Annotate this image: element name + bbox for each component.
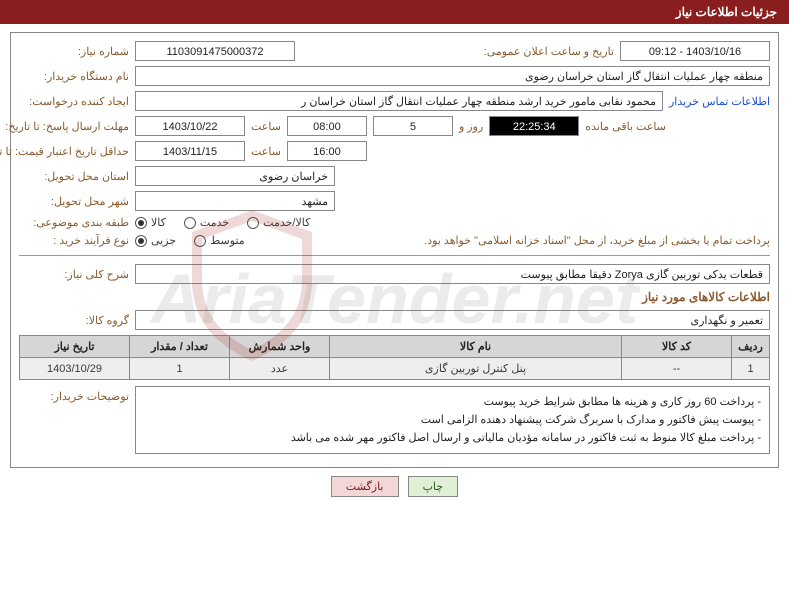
label-buyer-org: نام دستگاه خریدار: — [19, 70, 129, 83]
subject-option[interactable]: کالا — [135, 216, 166, 229]
subject-option[interactable]: خدمت — [184, 216, 229, 229]
label-goods-group: گروه کالا: — [19, 314, 129, 327]
buyer-note-line: - پرداخت مبلغ کالا منوط به ثبت فاکتور در… — [144, 429, 761, 447]
label-requester: ایجاد کننده درخواست: — [19, 95, 129, 108]
radio-label: کالا — [151, 216, 166, 229]
payment-note: پرداخت تمام یا بخشی از مبلغ خرید، از محل… — [424, 234, 770, 247]
subject-option[interactable]: کالا/خدمت — [247, 216, 310, 229]
page-title: جزئیات اطلاعات نیاز — [0, 0, 789, 24]
field-need-desc: قطعات یدکی توربین گازی Zorya دقیقا مطابق… — [135, 264, 770, 284]
label-need-desc: شرح کلی نیاز: — [19, 268, 129, 281]
table-header: واحد شمارش — [230, 336, 330, 358]
label-need-no: شماره نیاز: — [19, 45, 129, 58]
buyer-notes-box: - پرداخت 60 روز کاری و هزینه ها مطابق شر… — [135, 386, 770, 454]
radio-label: کالا/خدمت — [263, 216, 310, 229]
field-resp-remain: 22:25:34 — [489, 116, 579, 136]
label-time-2: ساعت — [251, 145, 281, 158]
label-time-1: ساعت — [251, 120, 281, 133]
goods-info-heading: اطلاعات کالاهای مورد نیاز — [19, 290, 770, 304]
radio-icon[interactable] — [184, 217, 196, 229]
radio-label: متوسط — [210, 234, 245, 247]
print-button[interactable]: چاپ — [408, 476, 459, 497]
purchase-type-radios: جزیی متوسط — [135, 234, 245, 247]
field-validity-date: 1403/11/15 — [135, 141, 245, 161]
field-resp-time: 08:00 — [287, 116, 367, 136]
label-buyer-notes: توضیحات خریدار: — [19, 386, 129, 403]
label-delivery-province: استان محل تحویل: — [19, 170, 129, 183]
button-row: چاپ بازگشت — [0, 476, 789, 497]
radio-icon[interactable] — [247, 217, 259, 229]
radio-icon[interactable] — [135, 235, 147, 247]
label-announce-dt: تاریخ و ساعت اعلان عمومی: — [484, 45, 614, 58]
divider-1 — [19, 255, 770, 256]
table-row: 1--پنل کنترل توربین گازیعدد11403/10/29 — [20, 358, 770, 380]
back-button[interactable]: بازگشت — [331, 476, 399, 497]
table-header: نام کالا — [330, 336, 622, 358]
label-subject-class: طبقه بندی موضوعی: — [19, 216, 129, 229]
table-cell: عدد — [230, 358, 330, 380]
table-cell: پنل کنترل توربین گازی — [330, 358, 622, 380]
buyer-note-line: - پیوست پیش فاکتور و مدارک با سربرگ شرکت… — [144, 411, 761, 429]
field-validity-time: 16:00 — [287, 141, 367, 161]
table-header: ردیف — [732, 336, 770, 358]
field-goods-group: تعمیر و نگهداری — [135, 310, 770, 330]
table-cell: 1 — [130, 358, 230, 380]
field-resp-days: 5 — [373, 116, 453, 136]
field-delivery-city: مشهد — [135, 191, 335, 211]
buyer-contact-link[interactable]: اطلاعات تماس خریدار — [669, 95, 770, 108]
main-panel: شماره نیاز: 1103091475000372 تاریخ و ساع… — [10, 32, 779, 468]
buyer-note-line: - پرداخت 60 روز کاری و هزینه ها مطابق شر… — [144, 393, 761, 411]
table-header: کد کالا — [622, 336, 732, 358]
table-cell: 1403/10/29 — [20, 358, 130, 380]
table-header: تاریخ نیاز — [20, 336, 130, 358]
label-remaining: ساعت باقی مانده — [585, 120, 666, 133]
label-resp-deadline: مهلت ارسال پاسخ: تا تاریخ: — [19, 120, 129, 133]
field-buyer-org: منطقه چهار عملیات انتقال گاز استان خراسا… — [135, 66, 770, 86]
radio-label: جزیی — [151, 234, 176, 247]
label-delivery-city: شهر محل تحویل: — [19, 195, 129, 208]
label-price-validity: حداقل تاریخ اعتبار قیمت: تا تاریخ: — [19, 145, 129, 158]
table-cell: 1 — [732, 358, 770, 380]
label-purchase-type: نوع فرآیند خرید : — [19, 234, 129, 247]
purchase-option[interactable]: جزیی — [135, 234, 176, 247]
field-resp-date: 1403/10/22 — [135, 116, 245, 136]
field-delivery-province: خراسان رضوی — [135, 166, 335, 186]
goods-table: ردیفکد کالانام کالاواحد شمارشتعداد / مقد… — [19, 335, 770, 380]
purchase-option[interactable]: متوسط — [194, 234, 245, 247]
label-days-and: روز و — [459, 120, 483, 133]
field-need-no: 1103091475000372 — [135, 41, 295, 61]
field-announce-dt: 1403/10/16 - 09:12 — [620, 41, 770, 61]
table-header: تعداد / مقدار — [130, 336, 230, 358]
table-cell: -- — [622, 358, 732, 380]
radio-icon[interactable] — [194, 235, 206, 247]
radio-label: خدمت — [200, 216, 229, 229]
subject-class-radios: کالا خدمت کالا/خدمت — [135, 216, 310, 229]
radio-icon[interactable] — [135, 217, 147, 229]
field-requester: محمود نقابی مامور خرید ارشد منطقه چهار ع… — [135, 91, 663, 111]
